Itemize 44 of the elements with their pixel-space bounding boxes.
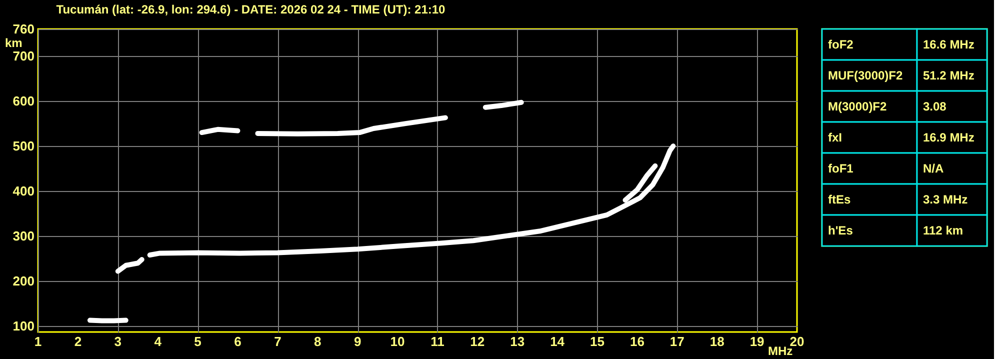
y-tick-label: 500 — [12, 138, 34, 154]
x-tick-label: 11 — [430, 334, 444, 349]
text: 3.08 — [923, 100, 947, 114]
x-tick-label: 8 — [314, 334, 322, 349]
x-tick-label: 17 — [670, 334, 684, 349]
x-tick-label: 4 — [154, 334, 162, 349]
text: 51.2 MHz — [923, 68, 974, 82]
text: ftEs — [828, 192, 851, 206]
text: 16.9 MHz — [923, 130, 974, 144]
x-tick-label: 20 — [790, 334, 804, 349]
x-tick-label: 2 — [74, 334, 82, 349]
x-tick-label: 14 — [550, 334, 566, 349]
x-tick-label: 18 — [710, 334, 724, 349]
text: N/A — [923, 162, 944, 176]
y-tick-label: 600 — [12, 94, 34, 109]
x-tick-label: 3 — [114, 334, 122, 349]
y-axis-title: km — [5, 36, 22, 50]
x-tick-label: 5 — [194, 334, 202, 349]
y-tick-label: 400 — [12, 184, 34, 199]
text: foF1 — [828, 162, 854, 176]
y-tick-label: 760 — [12, 22, 34, 36]
x-tick-label: 1 — [34, 334, 42, 349]
x-tick-label: 19 — [750, 334, 764, 349]
y-tick-label: 300 — [12, 228, 34, 244]
y-tick-label: 100 — [12, 318, 34, 334]
y-tick-label: 200 — [12, 274, 34, 289]
x-tick-label: 10 — [390, 334, 405, 349]
text: 3.3 MHz — [923, 192, 968, 206]
y-tick-label: 700 — [12, 48, 34, 64]
x-tick-label: 15 — [590, 334, 604, 349]
text: M(3000)F2 — [828, 100, 888, 114]
x-tick-label: 7 — [274, 334, 282, 349]
x-tick-label: 6 — [234, 334, 242, 349]
x-tick-label: 16 — [630, 334, 644, 349]
x-tick-label: 9 — [354, 334, 362, 349]
text: fxI — [828, 130, 842, 144]
text: 112 km — [923, 224, 964, 238]
chart-title: Tucumán (lat: -26.9, lon: 294.6) - DATE: 2026 02 24 - TIME (UT): 21:10 — [56, 2, 446, 16]
text: 16.6 MHz — [923, 38, 974, 52]
text: MUF(3000)F2 — [828, 68, 904, 82]
text: foF2 — [828, 38, 854, 52]
text: h'Es — [828, 224, 854, 238]
x-tick-label: 13 — [510, 334, 525, 349]
x-tick-label: 12 — [470, 334, 485, 349]
